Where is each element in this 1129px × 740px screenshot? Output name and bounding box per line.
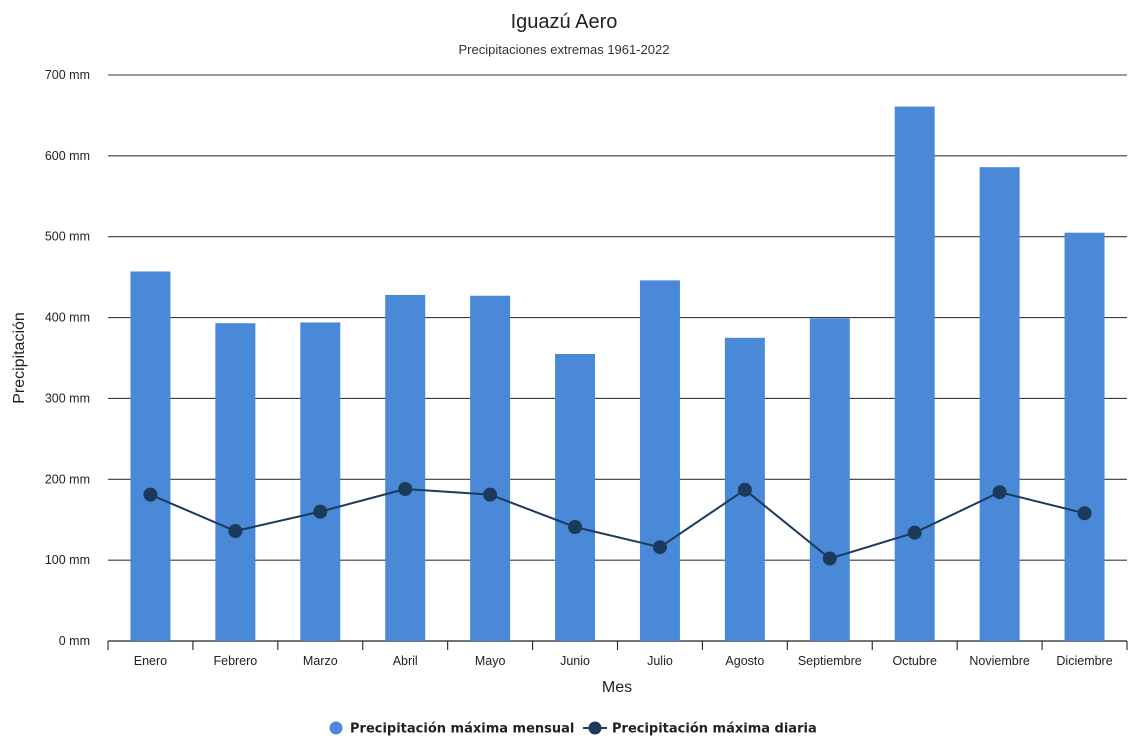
- x-tick-label: Marzo: [303, 654, 338, 668]
- chart-title: Iguazú Aero: [511, 11, 618, 33]
- x-tick-label: Abril: [393, 654, 418, 668]
- line-point: [652, 540, 667, 555]
- bar: [894, 106, 935, 641]
- bars: [130, 106, 1105, 642]
- line-point: [992, 485, 1007, 500]
- y-tick-label: 300 mm: [45, 391, 90, 405]
- line-point: [737, 482, 752, 497]
- legend-label: Precipitación máxima diaria: [612, 722, 817, 737]
- line-point: [143, 487, 158, 502]
- line-point: [1077, 506, 1092, 521]
- bar: [809, 318, 850, 641]
- line-point: [228, 524, 243, 539]
- x-tick-label: Enero: [134, 654, 167, 668]
- x-tick-label: Junio: [560, 654, 590, 668]
- line-point: [568, 519, 583, 534]
- grid-lines: [108, 74, 1127, 642]
- x-tick-label: Noviembre: [969, 654, 1029, 668]
- bar: [1064, 232, 1105, 641]
- bar: [385, 294, 426, 641]
- x-tick-label: Febrero: [213, 654, 257, 668]
- line-point: [822, 551, 837, 566]
- line-point: [398, 481, 413, 496]
- x-tick-label: Agosto: [725, 654, 764, 668]
- line-point: [483, 487, 498, 502]
- bar: [555, 353, 596, 641]
- y-tick-label: 700 mm: [45, 68, 90, 82]
- legend-swatch-point: [588, 721, 602, 735]
- x-tick-label: Diciembre: [1056, 654, 1112, 668]
- x-axis-title: Mes: [602, 679, 632, 696]
- bar: [639, 280, 680, 641]
- x-tick-label: Septiembre: [798, 654, 862, 668]
- y-tick-label: 0 mm: [59, 634, 90, 648]
- series-line: [150, 487, 1085, 560]
- bar: [300, 322, 341, 641]
- line-point: [907, 525, 922, 540]
- x-tick-label: Octubre: [892, 654, 937, 668]
- legend-swatch-bar: [329, 721, 343, 735]
- chart-subtitle: Precipitaciones extremas 1961-2022: [458, 42, 669, 57]
- y-tick-label: 200 mm: [45, 472, 90, 486]
- bar: [215, 323, 256, 641]
- y-tick-label: 100 mm: [45, 553, 90, 567]
- daily-line: [143, 481, 1092, 566]
- y-tick-label: 500 mm: [45, 230, 90, 244]
- legend: Precipitación máxima mensual Precipitació…: [329, 721, 817, 737]
- bar: [979, 167, 1020, 642]
- bar: [470, 295, 511, 641]
- x-tick-label: Mayo: [475, 654, 506, 668]
- y-tick-label: 600 mm: [45, 149, 90, 163]
- bar: [130, 271, 171, 641]
- y-axis-title: Precipitación: [11, 312, 28, 404]
- x-axis: Enero Febrero Marzo Abril Mayo Junio Julio Agos…: [107, 641, 1128, 668]
- line-point: [313, 504, 328, 519]
- y-tick-label: 400 mm: [45, 311, 90, 325]
- legend-label: Precipitación máxima mensual: [350, 722, 574, 737]
- y-axis-ticks: 0 mm 100 mm 200 mm 300 mm 400 mm 500 mm 600 mm…: [45, 68, 90, 648]
- x-tick-label: Julio: [647, 654, 673, 668]
